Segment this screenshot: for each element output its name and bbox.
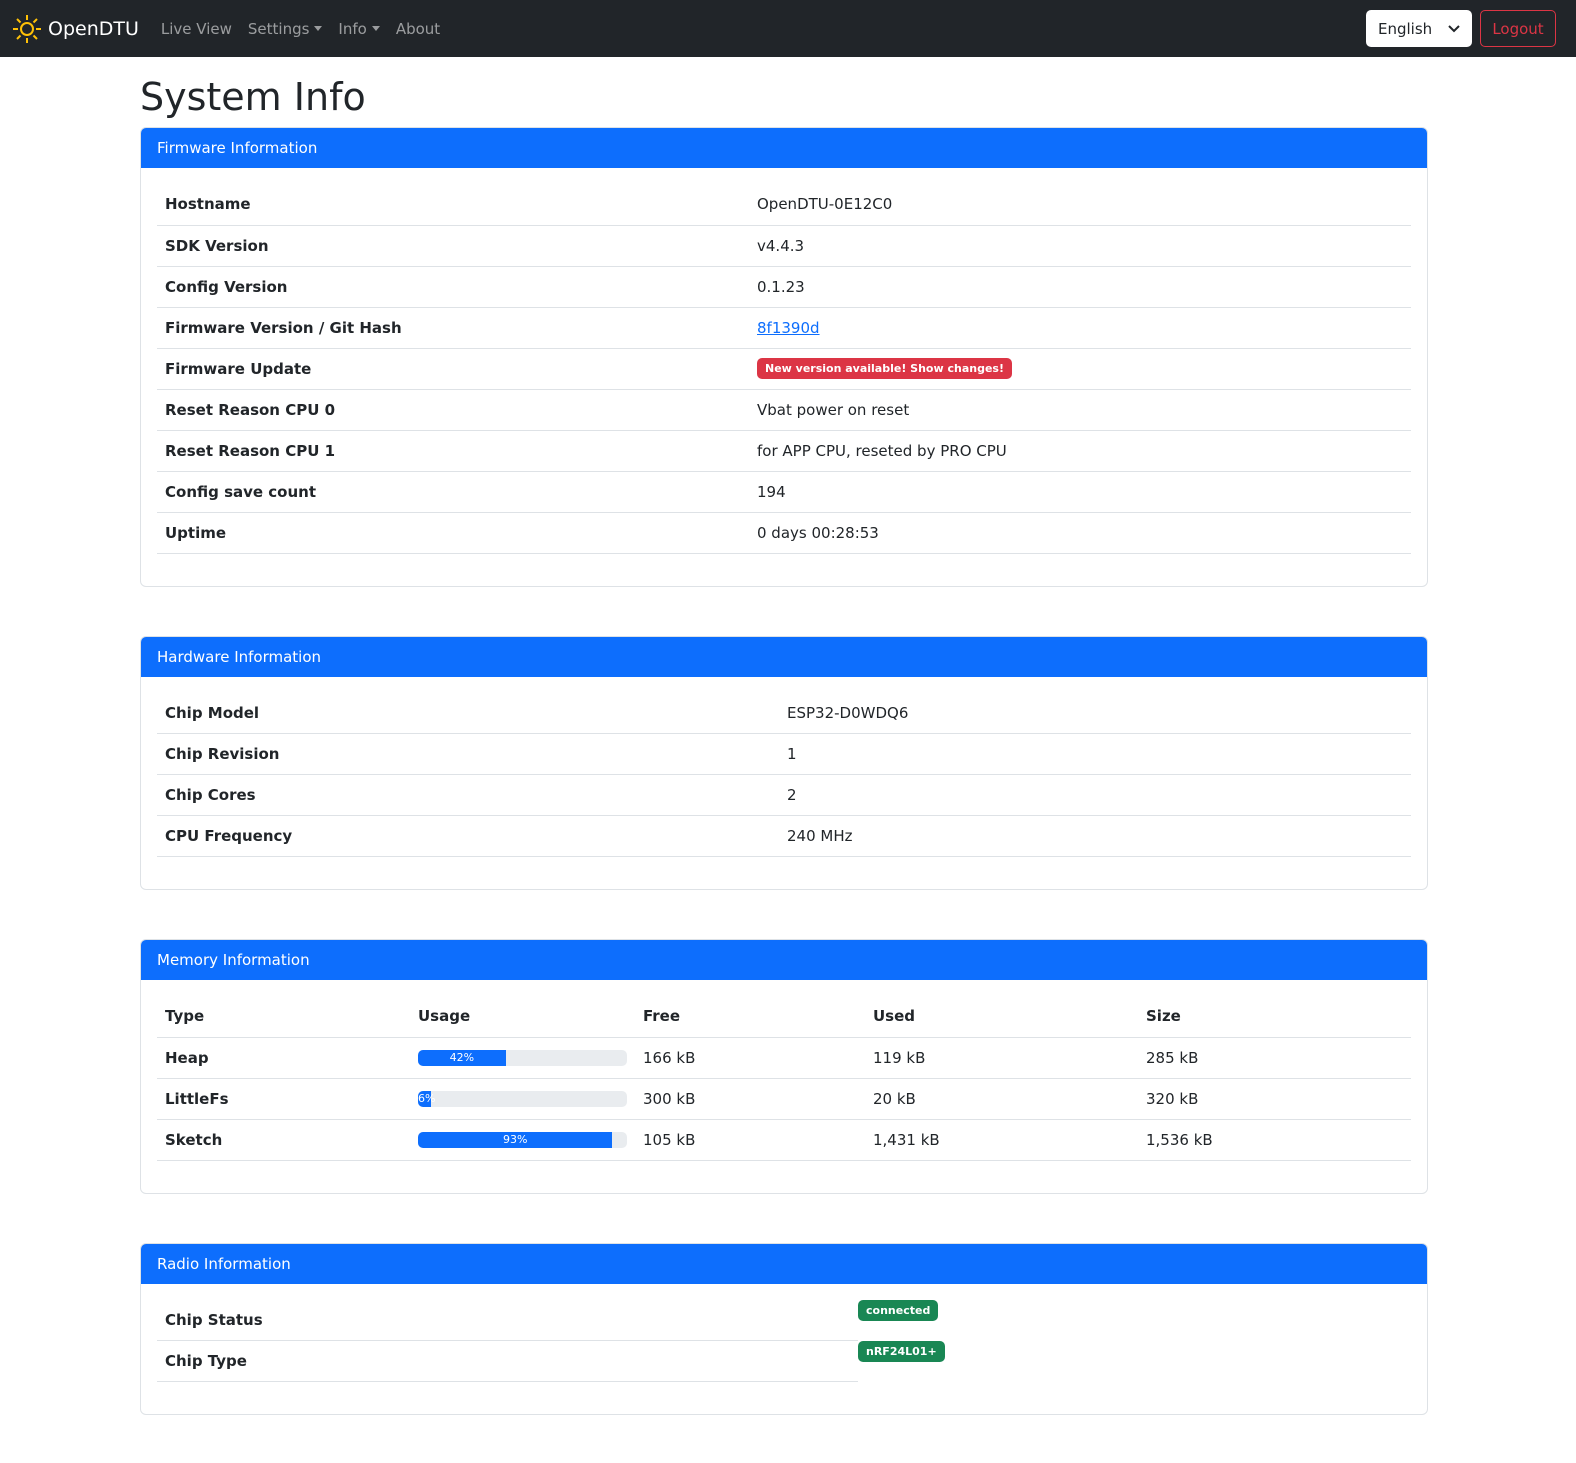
table-row: CPU Frequency 240 MHz bbox=[157, 815, 1411, 857]
radio-badge: connected bbox=[858, 1299, 939, 1321]
free-value: 105 kB bbox=[635, 1119, 865, 1161]
nav-label: Info bbox=[338, 19, 367, 38]
hardware-card: Hardware Information Chip Model ESP32-D0WD… bbox=[140, 635, 1428, 890]
table-row: Config save count 194 bbox=[157, 471, 1411, 513]
row-label: Reset Reason CPU 0 bbox=[157, 389, 749, 431]
nav-item-about[interactable]: About bbox=[396, 20, 440, 38]
nav-item-info[interactable]: Info bbox=[338, 19, 380, 38]
card-header: Memory Information bbox=[141, 940, 1427, 980]
row-value: 194 bbox=[757, 482, 786, 501]
free-value: 166 kB bbox=[635, 1037, 865, 1079]
used-value: 20 kB bbox=[865, 1078, 1138, 1120]
size-value: 285 kB bbox=[1138, 1037, 1411, 1079]
memory-type: Sketch bbox=[157, 1119, 410, 1161]
row-value: 1 bbox=[787, 745, 797, 763]
caret-down-icon bbox=[314, 26, 323, 31]
usage-bar: 6% bbox=[418, 1090, 436, 1107]
table-row: Hostname OpenDTU-0E12C0 bbox=[157, 184, 1411, 226]
language-value: English bbox=[1378, 19, 1433, 38]
usage-progress: 6% bbox=[418, 1090, 627, 1107]
table-row: Chip Revision 1 bbox=[157, 733, 1411, 775]
usage-progress: 93% bbox=[418, 1131, 627, 1148]
chevron-down-icon bbox=[1448, 24, 1460, 32]
column-header: Usage bbox=[410, 996, 635, 1038]
row-label: Firmware Version / Git Hash bbox=[157, 307, 749, 349]
table-row: Reset Reason CPU 1 for APP CPU, reseted b… bbox=[157, 430, 1411, 472]
used-value: 119 kB bbox=[865, 1037, 1138, 1079]
nav-item-live-view[interactable]: Live View bbox=[161, 20, 232, 38]
row-label: Reset Reason CPU 1 bbox=[157, 430, 749, 472]
page-title: System Info bbox=[140, 75, 366, 119]
row-label: SDK Version bbox=[157, 225, 749, 267]
table-row: Chip Status connected bbox=[157, 1299, 1411, 1341]
update-badge[interactable]: New version available! Show changes! bbox=[757, 358, 1012, 379]
table-row: Chip Type nRF24L01+ bbox=[157, 1340, 1411, 1382]
row-value: 2 bbox=[787, 786, 797, 804]
usage-bar: 93% bbox=[418, 1131, 613, 1148]
memory-type: LittleFs bbox=[157, 1078, 410, 1120]
row-label: Config save count bbox=[157, 471, 749, 513]
nav-item-settings[interactable]: Settings bbox=[248, 20, 323, 38]
git-hash-link[interactable]: 8f1390d bbox=[757, 318, 820, 337]
brand-name: OpenDTU bbox=[48, 17, 139, 40]
sun-icon bbox=[13, 14, 41, 43]
nav-label: Live View bbox=[160, 19, 232, 38]
size-value: 1,536 kB bbox=[1138, 1119, 1411, 1161]
row-label: Chip Model bbox=[157, 692, 779, 734]
row-value: v4.4.3 bbox=[757, 236, 805, 255]
navbar: OpenDTU Live View Settings Info About Engli… bbox=[0, 0, 1576, 57]
row-label: Hostname bbox=[157, 184, 749, 226]
table-row: Chip Cores 2 bbox=[157, 774, 1411, 816]
caret-down-icon bbox=[371, 26, 380, 31]
row-label: Uptime bbox=[157, 512, 749, 554]
nav-label: Settings bbox=[247, 19, 310, 38]
row-label: Chip Cores bbox=[157, 774, 779, 816]
table-row: Config Version 0.1.23 bbox=[157, 266, 1411, 308]
column-header: Type bbox=[157, 996, 410, 1038]
memory-type: Heap bbox=[157, 1037, 410, 1079]
language-select[interactable]: English bbox=[1366, 10, 1472, 47]
column-header: Used bbox=[865, 996, 1138, 1038]
row-label: Chip Type bbox=[157, 1340, 858, 1382]
radio-card: Radio Information Chip Status connected Chi… bbox=[140, 1242, 1428, 1415]
table-row: Uptime 0 days 00:28:53 bbox=[157, 512, 1411, 554]
free-value: 300 kB bbox=[635, 1078, 865, 1120]
brand-link[interactable]: OpenDTU bbox=[12, 14, 139, 44]
column-header: Free bbox=[635, 996, 865, 1038]
table-row: LittleFs 6% 300 kB 20 kB 320 kB bbox=[157, 1078, 1411, 1120]
card-header: Firmware Information bbox=[141, 128, 1427, 168]
row-label: CPU Frequency bbox=[157, 815, 779, 857]
radio-badge: nRF24L01+ bbox=[858, 1340, 945, 1362]
row-label: Chip Revision bbox=[157, 733, 779, 775]
row-value: ESP32-D0WDQ6 bbox=[787, 703, 909, 722]
table-row: SDK Version v4.4.3 bbox=[157, 225, 1411, 267]
used-value: 1,431 kB bbox=[865, 1119, 1138, 1161]
card-header: Radio Information bbox=[141, 1243, 1427, 1284]
row-value: 240 MHz bbox=[787, 827, 853, 845]
table-row: Reset Reason CPU 0 Vbat power on reset bbox=[157, 389, 1411, 431]
table-row: Heap 42% 166 kB 119 kB 285 kB bbox=[157, 1037, 1411, 1079]
table-row: Chip Model ESP32-D0WDQ6 bbox=[157, 692, 1411, 734]
table-header: Type Usage Free Used Size bbox=[157, 996, 1411, 1038]
row-value: 0.1.23 bbox=[757, 277, 805, 296]
usage-bar: 42% bbox=[418, 1049, 506, 1066]
card-header: Hardware Information bbox=[141, 636, 1427, 677]
row-value: OpenDTU-0E12C0 bbox=[757, 195, 893, 214]
row-value: Vbat power on reset bbox=[757, 400, 910, 419]
row-value: 0 days 00:28:53 bbox=[757, 523, 879, 542]
table-row: Firmware Update New version available! Sh… bbox=[157, 348, 1411, 390]
usage-progress: 42% bbox=[418, 1049, 627, 1066]
column-header: Size bbox=[1138, 996, 1411, 1038]
row-label: Config Version bbox=[157, 266, 749, 308]
firmware-card: Firmware Information Hostname OpenDTU-0E12… bbox=[140, 127, 1428, 587]
nav-label: About bbox=[395, 19, 441, 38]
table-row: Firmware Version / Git Hash 8f1390d bbox=[157, 307, 1411, 349]
table-row: Sketch 93% 105 kB 1,431 kB 1,536 kB bbox=[157, 1119, 1411, 1161]
row-label: Chip Status bbox=[157, 1299, 858, 1341]
logout-button[interactable]: Logout bbox=[1480, 10, 1556, 47]
row-label: Firmware Update bbox=[157, 348, 749, 390]
row-value: for APP CPU, reseted by PRO CPU bbox=[757, 441, 1007, 460]
memory-card: Memory Information Type Usage Free Used Size H… bbox=[140, 939, 1428, 1194]
size-value: 320 kB bbox=[1138, 1078, 1411, 1120]
